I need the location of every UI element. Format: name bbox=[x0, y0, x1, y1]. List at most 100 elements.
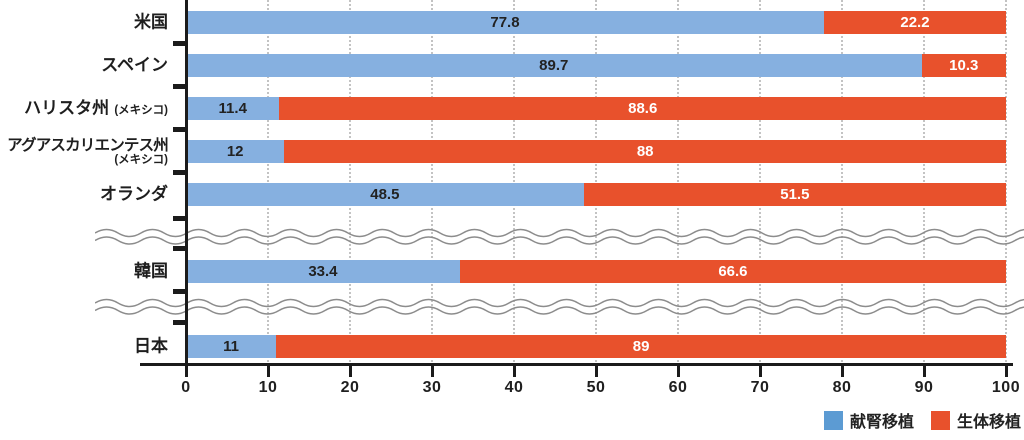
seitai-swatch-icon bbox=[930, 410, 950, 430]
y-axis-tick bbox=[173, 40, 186, 46]
category-label: ハリスタ州 bbox=[24, 98, 110, 118]
row-label: オランダ bbox=[0, 184, 177, 204]
category-label: 米国 bbox=[134, 12, 168, 32]
bar-segment-kenjin: 11.4 bbox=[186, 97, 280, 120]
bar-segment-kenjin: 77.8 bbox=[186, 11, 824, 34]
stacked-bar: 12 88 bbox=[186, 140, 1006, 163]
chart-row-1: 米国 77.8 22.2 bbox=[0, 11, 1024, 34]
row-label: 米国 bbox=[0, 12, 177, 32]
bar-segment-kenjin: 11 bbox=[186, 335, 277, 358]
axis-break-wavy-lines bbox=[95, 228, 1024, 245]
bar-segment-seitai: 22.2 bbox=[823, 11, 1006, 34]
value-label: 66.6 bbox=[718, 263, 748, 280]
category-label: スペイン bbox=[101, 55, 168, 75]
row-label: 日本 bbox=[0, 336, 177, 356]
y-axis-tick bbox=[173, 215, 186, 221]
value-label: 33.4 bbox=[308, 263, 338, 280]
value-label: 51.5 bbox=[780, 186, 810, 203]
gridline-90 bbox=[923, 0, 925, 362]
gridline-100 bbox=[1005, 0, 1007, 362]
value-label: 22.2 bbox=[900, 14, 930, 31]
x-axis-tick bbox=[840, 363, 844, 377]
value-label: 48.5 bbox=[370, 186, 400, 203]
x-axis-tick bbox=[512, 363, 516, 377]
legend-item-kenjin: 献腎移植 bbox=[823, 408, 914, 432]
x-axis-tick-label: 60 bbox=[668, 379, 688, 396]
category-label-paren: (メキシコ) bbox=[114, 153, 168, 166]
row-label: 韓国 bbox=[0, 261, 177, 281]
gridline-10 bbox=[267, 0, 269, 362]
y-axis-tick bbox=[173, 319, 186, 325]
value-label: 88.6 bbox=[628, 100, 658, 117]
stacked-bar: 11.4 88.6 bbox=[186, 97, 1006, 120]
chart-row-5: オランダ 48.5 51.5 bbox=[0, 183, 1024, 206]
value-label: 88 bbox=[636, 143, 654, 160]
x-axis-tick-label: 50 bbox=[586, 379, 606, 396]
axis-break-wavy-lines bbox=[95, 298, 1024, 315]
x-axis-tick bbox=[594, 363, 598, 377]
row-label: アグアスカリエンテス州 (メキシコ) bbox=[0, 136, 177, 166]
bar-segment-seitai: 88.6 bbox=[279, 97, 1006, 120]
value-label: 11 bbox=[223, 338, 240, 355]
stacked-bar: 33.4 66.6 bbox=[186, 260, 1006, 283]
gridline-30 bbox=[431, 0, 433, 362]
x-axis-tick-label: 100 bbox=[991, 379, 1021, 396]
value-label: 77.8 bbox=[490, 14, 520, 31]
category-label-paren: (メキシコ) bbox=[111, 104, 168, 117]
stacked-bar: 77.8 22.2 bbox=[186, 11, 1006, 34]
x-axis-tick-label: 30 bbox=[422, 379, 442, 396]
gridline-60 bbox=[677, 0, 679, 362]
y-axis-tick bbox=[173, 126, 186, 132]
value-label: 10.3 bbox=[949, 57, 979, 74]
y-axis-tick bbox=[173, 288, 186, 294]
category-label: 日本 bbox=[134, 336, 168, 356]
stacked-bar: 11 89 bbox=[186, 335, 1006, 358]
chart-row-7: 日本 11 89 bbox=[0, 335, 1024, 358]
bar-segment-kenjin: 48.5 bbox=[186, 183, 584, 206]
gridline-50 bbox=[595, 0, 597, 362]
x-axis-tick bbox=[266, 363, 270, 377]
x-axis-tick-label: 80 bbox=[832, 379, 852, 396]
chart-row-3: ハリスタ州 (メキシコ) 11.4 88.6 bbox=[0, 97, 1024, 120]
bar-segment-kenjin: 89.7 bbox=[186, 54, 922, 77]
legend-label-kenjin: 献腎移植 bbox=[849, 414, 914, 431]
x-axis-tick bbox=[348, 363, 352, 377]
chart-row-6: 韓国 33.4 66.6 bbox=[0, 260, 1024, 283]
value-label: 12 bbox=[226, 143, 244, 160]
x-axis-tick-label: 20 bbox=[340, 379, 360, 396]
gridline-40 bbox=[513, 0, 515, 362]
kenjin-swatch-icon bbox=[823, 410, 843, 430]
x-axis-tick bbox=[430, 363, 434, 377]
bar-segment-seitai: 66.6 bbox=[459, 260, 1006, 283]
x-axis-line bbox=[140, 363, 1013, 366]
bar-segment-seitai: 10.3 bbox=[921, 54, 1006, 77]
x-axis-tick-label: 0 bbox=[181, 379, 191, 396]
x-axis-tick bbox=[1004, 363, 1008, 377]
category-label: アグアスカリエンテス州 bbox=[7, 136, 169, 154]
x-axis-tick bbox=[922, 363, 926, 377]
bar-segment-seitai: 51.5 bbox=[583, 183, 1006, 206]
x-axis-tick-label: 90 bbox=[914, 379, 934, 396]
chart-row-2: スペイン 89.7 10.3 bbox=[0, 54, 1024, 77]
value-label: 89.7 bbox=[539, 57, 569, 74]
row-label: スペイン bbox=[0, 55, 177, 75]
category-label: オランダ bbox=[100, 184, 168, 204]
x-axis-tick-label: 40 bbox=[504, 379, 524, 396]
y-axis-tick bbox=[173, 245, 186, 251]
y-axis-line bbox=[185, 0, 188, 366]
bar-segment-seitai: 88 bbox=[284, 140, 1006, 163]
bar-segment-kenjin: 12 bbox=[186, 140, 285, 163]
stacked-bar: 48.5 51.5 bbox=[186, 183, 1006, 206]
x-axis-tick bbox=[758, 363, 762, 377]
chart-row-4: アグアスカリエンテス州 (メキシコ) 12 88 bbox=[0, 136, 1024, 166]
y-axis-tick bbox=[173, 169, 186, 175]
category-label: 韓国 bbox=[134, 261, 168, 281]
gridline-70 bbox=[759, 0, 761, 362]
row-label: ハリスタ州 (メキシコ) bbox=[0, 98, 177, 118]
bar-segment-kenjin: 33.4 bbox=[186, 260, 460, 283]
legend-label-seitai: 生体移植 bbox=[956, 414, 1021, 431]
gridline-20 bbox=[349, 0, 351, 362]
gridline-80 bbox=[841, 0, 843, 362]
legend: 献腎移植 生体移植 bbox=[823, 408, 1021, 432]
